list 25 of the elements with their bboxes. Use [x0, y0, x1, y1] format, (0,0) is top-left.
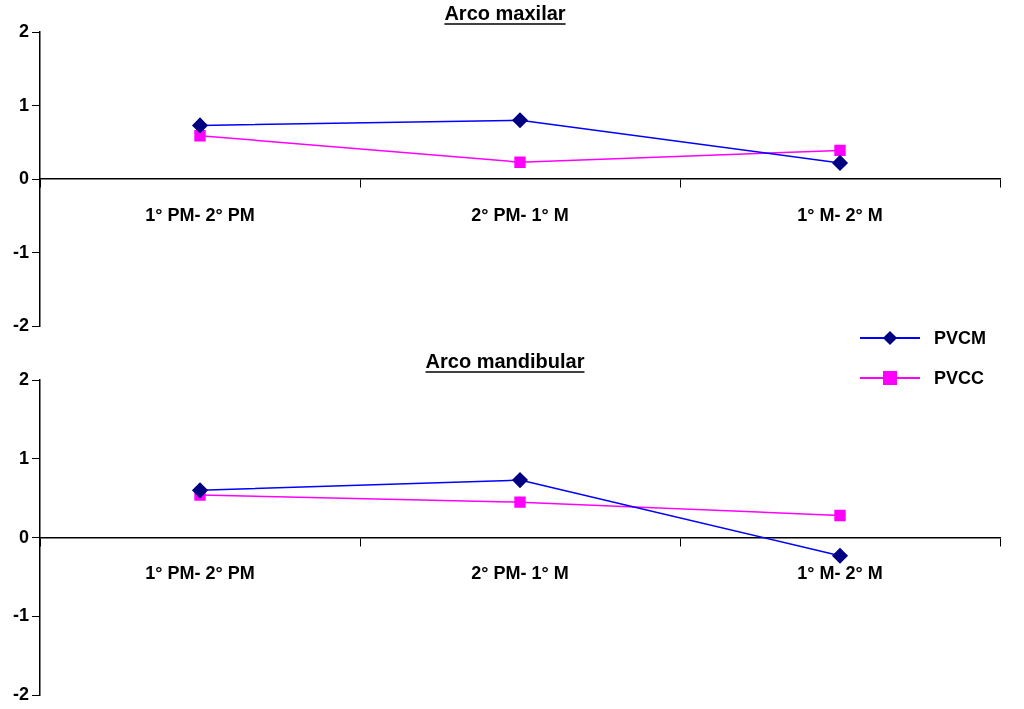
legend-label: PVCC — [934, 367, 985, 389]
x-tick-label: 2° PM- 1° M — [471, 563, 569, 584]
x-tick-label: 2° PM- 1° M — [471, 204, 569, 225]
y-tick-label: 0 — [18, 168, 29, 189]
x-tick-label: 1° M- 2° M — [797, 204, 883, 225]
point — [834, 509, 846, 522]
point — [194, 130, 206, 142]
y-tick-label: 2 — [18, 368, 29, 389]
chart-title: Arco maxilar — [444, 1, 566, 24]
y-tick-label: -1 — [12, 241, 29, 262]
y-tick-label: 0 — [18, 526, 29, 547]
y-tick-label: 2 — [18, 20, 29, 41]
point — [514, 156, 526, 168]
y-tick-label: 1 — [18, 94, 29, 115]
x-tick-label: 1° M- 2° M — [797, 563, 883, 584]
y-tick-label: 1 — [18, 447, 29, 468]
x-tick-label: 1° PM- 2° PM — [145, 563, 255, 584]
legend-label: PVCM — [934, 327, 987, 349]
point — [514, 496, 526, 508]
point — [834, 144, 846, 157]
y-tick-label: -1 — [12, 605, 29, 626]
y-tick-label: -2 — [12, 315, 29, 336]
x-tick-label: 1° PM- 2° PM — [145, 204, 255, 225]
chart-title: Arco mandibular — [425, 349, 585, 372]
y-tick-label: -2 — [12, 684, 29, 705]
